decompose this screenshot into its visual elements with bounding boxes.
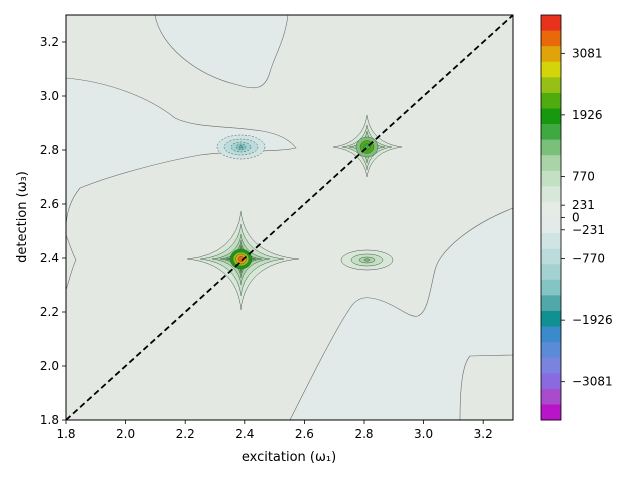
x-tick: 2.2 [176,420,195,441]
zero-contour-regions [66,15,513,420]
colorbar-tick-label: −1926 [572,313,613,327]
colorbar-band [541,233,561,250]
colorbar-band [541,279,561,296]
colorbar-band [541,124,561,141]
negative-region-top [154,15,289,89]
x-tick-label: 3.2 [474,427,493,441]
y-tick-label: 3.2 [40,35,59,49]
y-tick: 2.6 [40,197,66,211]
x-tick: 2.8 [354,420,374,441]
colorbar-band [541,155,561,172]
plot-area [66,15,513,420]
colorbar-band [541,357,561,374]
x-axis: 1.8 2.0 2.2 2.4 2.6 2.8 3.0 3.2 [56,420,493,441]
colorbar-tick: −770 [561,252,605,266]
colorbar-tick-label: 0 [572,211,580,225]
colorbar-tick-label: 770 [572,169,595,183]
colorbar: 3081 1926 770 231 0 −231 −770 −1926 −308… [540,14,613,421]
colorbar-tick: 231 [561,198,595,212]
left-edge-wiggle [66,234,77,291]
y-tick: 2.4 [40,251,66,265]
colorbar-tick: −231 [561,223,605,237]
colorbar-band [541,404,561,421]
colorbar-tick-label: 1926 [572,108,603,122]
colorbar-tick: −3081 [561,375,613,389]
colorbar-tick-label: 231 [572,198,595,212]
x-tick-label: 2.0 [116,427,135,441]
y-tick-label: 2.6 [40,197,59,211]
negative-region-left [66,77,297,229]
colorbar-tick: 3081 [561,46,603,60]
y-tick-label: 2.0 [40,359,59,373]
peak-cross-positive [340,249,394,271]
negative-region-bottom [289,207,513,420]
x-tick: 2.4 [235,420,254,441]
colorbar-tick: −1926 [561,313,613,327]
contour-level-4 [363,258,371,262]
colorbar-band [541,108,561,125]
x-tick-label: 1.8 [56,427,75,441]
colorbar-band [541,388,561,405]
colorbar-band [541,61,561,78]
colorbar-tick-label: −3081 [572,375,613,389]
colorbar-band [541,170,561,187]
colorbar-tick-label: −770 [572,252,605,266]
y-tick: 2.2 [40,305,66,319]
colorbar-tick-label: −231 [572,223,605,237]
colorbar-band [541,310,561,327]
x-tick-label: 2.4 [235,427,254,441]
x-tick-label: 2.2 [176,427,195,441]
colorbar-band [541,217,561,234]
colorbar-band [541,326,561,343]
colorbar-band [541,295,561,312]
y-tick: 1.8 [40,413,66,427]
y-tick: 2.8 [40,143,66,157]
x-axis-title: excitation (ω₁) [242,450,336,465]
colorbar-band [541,77,561,94]
colorbar-band [541,248,561,265]
colorbar-tick-label: 3081 [572,46,603,60]
colorbar-tick: 0 [561,211,580,225]
colorbar-band [541,92,561,109]
x-tick-label: 2.8 [354,427,373,441]
colorbar-band [541,186,561,203]
y-tick: 3.2 [40,35,66,49]
y-tick-label: 1.8 [40,413,59,427]
peak-cross-negative [216,134,266,160]
x-tick: 2.6 [295,420,314,441]
colorbar-bands [541,15,561,421]
colorbar-tick: 1926 [561,108,603,122]
x-tick-label: 3.0 [414,427,433,441]
x-tick: 3.0 [414,420,433,441]
x-tick: 2.0 [116,420,135,441]
x-tick-label: 2.6 [295,427,314,441]
x-tick: 1.8 [56,420,76,441]
y-tick-label: 2.2 [40,305,59,319]
negative-region-corner [459,354,513,420]
colorbar-band [541,373,561,390]
plot-frame [65,14,514,421]
y-axis: 1.8 2.0 2.2 2.4 2.6 2.8 3.0 3.2 [40,35,66,427]
y-tick-label: 2.4 [40,251,59,265]
colorbar-band [541,264,561,281]
contour-level-5 [238,145,244,149]
colorbar-band [541,46,561,63]
y-tick: 3.0 [40,89,66,103]
diagonal-line [66,15,513,420]
y-axis-title: detection (ω₃) [15,171,30,263]
y-tick: 2.0 [40,359,66,373]
colorbar-band [541,139,561,156]
colorbar-band [541,15,561,31]
colorbar-band [541,201,561,218]
colorbar-band [541,30,561,47]
colorbar-tick: 770 [561,169,595,183]
y-tick-label: 2.8 [40,143,59,157]
x-tick: 3.2 [474,420,493,441]
colorbar-band [541,342,561,359]
y-tick-label: 3.0 [40,89,59,103]
